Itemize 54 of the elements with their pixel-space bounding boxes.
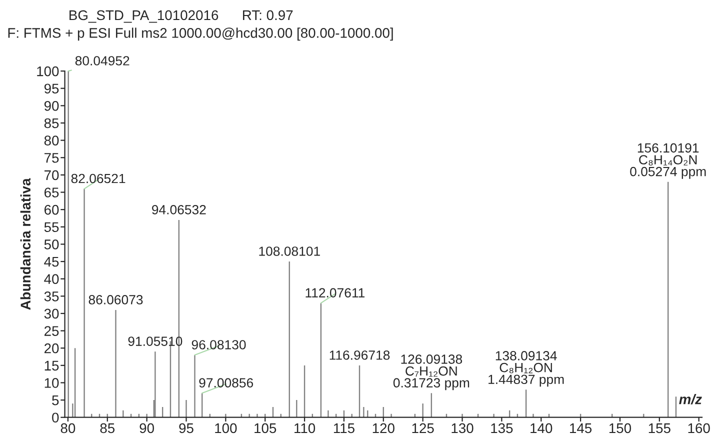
chart-subtitle: F: FTMS + p ESI Full ms2 1000.00@hcd30.00 [80.00-1000.00] bbox=[8, 28, 393, 41]
y-tick-label: 5 bbox=[52, 396, 59, 406]
annotation: 82.06521 bbox=[71, 174, 126, 184]
y-tick-label: 90 bbox=[44, 101, 59, 111]
annotation: 112.07611 bbox=[306, 288, 365, 298]
y-tick-label: 20 bbox=[44, 343, 59, 354]
y-tick-label: 95 bbox=[44, 84, 59, 94]
y-tick-label: 30 bbox=[44, 308, 59, 319]
y-tick-label: 10 bbox=[44, 378, 59, 388]
x-tick-label: 130 bbox=[452, 423, 474, 434]
y-tick-label: 70 bbox=[44, 170, 59, 180]
y-axis-title: Abundancia relativa bbox=[20, 178, 31, 310]
annotation: 96.08130 bbox=[192, 340, 246, 350]
y-tick-label: 100 bbox=[37, 66, 59, 76]
y-tick-label: 45 bbox=[44, 256, 59, 267]
x-tick-label: 150 bbox=[609, 423, 632, 434]
annotation: 94.06532 bbox=[152, 205, 206, 214]
x-tick-label: 135 bbox=[491, 423, 513, 434]
y-tick-label: 0 bbox=[52, 412, 59, 423]
y-tick-label: 25 bbox=[44, 326, 59, 336]
annotation: 156.10191 C₈H₁₄O₂N 0.05274 ppm bbox=[630, 143, 706, 179]
y-tick-label: 35 bbox=[44, 291, 59, 302]
chart-title: BG_STD_PA_10102016 RT: 0.97 bbox=[70, 10, 293, 23]
annotation: 80.04952 bbox=[75, 56, 130, 66]
annotation: 108.08101 bbox=[259, 246, 320, 256]
y-tick-label: 80 bbox=[44, 136, 59, 146]
y-tick-label: 65 bbox=[44, 188, 59, 198]
annotation: 97.00856 bbox=[199, 378, 254, 388]
x-tick-label: 155 bbox=[648, 423, 670, 434]
x-axis-title: m/z bbox=[679, 394, 702, 404]
y-tick-label: 55 bbox=[44, 222, 59, 232]
annotation: 138.09134 C₈H₁₂ON 1.44837 ppm bbox=[488, 351, 564, 387]
y-tick-label: 50 bbox=[44, 240, 59, 250]
x-tick-label: 90 bbox=[140, 423, 154, 434]
x-tick-label: 140 bbox=[530, 423, 552, 434]
x-tick-label: 110 bbox=[294, 423, 316, 434]
y-tick-label: 75 bbox=[44, 153, 59, 163]
x-tick-label: 105 bbox=[254, 423, 276, 434]
x-tick-label: 145 bbox=[570, 423, 592, 434]
y-tick-label: 15 bbox=[44, 360, 59, 371]
y-tick-label: 40 bbox=[44, 274, 59, 284]
x-tick-label: 115 bbox=[334, 423, 354, 434]
annotation: 86.06073 bbox=[88, 295, 143, 304]
x-tick-label: 80 bbox=[60, 423, 76, 434]
y-tick-label: 85 bbox=[44, 118, 59, 128]
y-tick-label: 60 bbox=[44, 204, 59, 215]
x-tick-label: 120 bbox=[372, 423, 394, 434]
x-tick-label: 160 bbox=[688, 423, 710, 434]
annotation: 126.09138 C₇H₁₂ON 0.31723 ppm bbox=[393, 354, 470, 390]
x-tick-label: 85 bbox=[100, 423, 115, 434]
x-tick-label: 100 bbox=[215, 423, 237, 434]
x-tick-label: 125 bbox=[412, 423, 434, 434]
x-tick-label: 95 bbox=[179, 423, 194, 434]
annotation: 116.96718 bbox=[330, 350, 390, 360]
